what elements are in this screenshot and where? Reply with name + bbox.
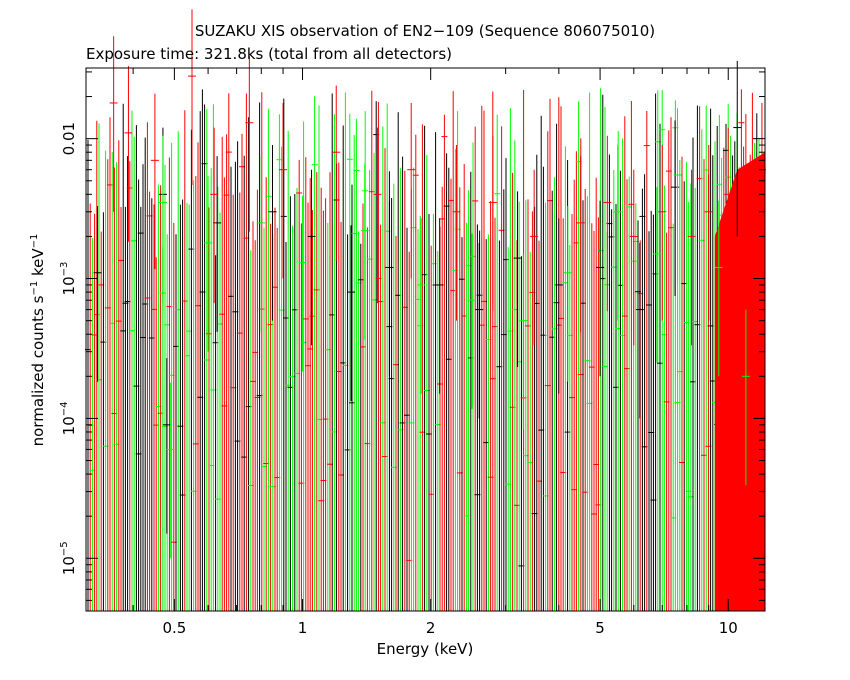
y-tick-label: 10−3 — [59, 262, 78, 296]
x-tick-label: 10 — [719, 619, 738, 637]
y-axis-label-exp2: −1 — [29, 233, 40, 249]
y-tick-label: 0.01 — [60, 122, 78, 155]
series-1 — [158, 108, 750, 559]
high-energy-band — [714, 152, 765, 611]
y-axis-label-main: normalized counts s — [29, 295, 47, 447]
x-tick-label: 5 — [595, 619, 605, 637]
chart-title: SUZAKU XIS observation of EN2−109 (Seque… — [194, 22, 656, 40]
errorbar-field — [85, 88, 765, 611]
series-2 — [109, 9, 766, 346]
y-axis-label-exp1: −1 — [29, 280, 40, 296]
x-tick-label: 0.5 — [162, 619, 186, 637]
x-tick-label: 2 — [426, 619, 436, 637]
axis-layer: 0.5 1 2 5 10 0.01 10−3 10−4 10−5 — [59, 67, 766, 637]
y-tick-label: 10−5 — [59, 541, 78, 575]
y-axis-label: normalized counts s−1 keV−1 — [29, 234, 47, 447]
data-layer — [85, 9, 766, 611]
x-axis-label: Energy (keV) — [376, 640, 474, 658]
plot-frame — [85, 67, 766, 612]
y-axis-label-unit: keV — [29, 248, 47, 281]
chart-subtitle: Exposure time: 321.8ks (total from all d… — [86, 45, 453, 63]
x-tick-label: 1 — [298, 619, 308, 637]
y-tick-label: 10−4 — [59, 401, 78, 435]
